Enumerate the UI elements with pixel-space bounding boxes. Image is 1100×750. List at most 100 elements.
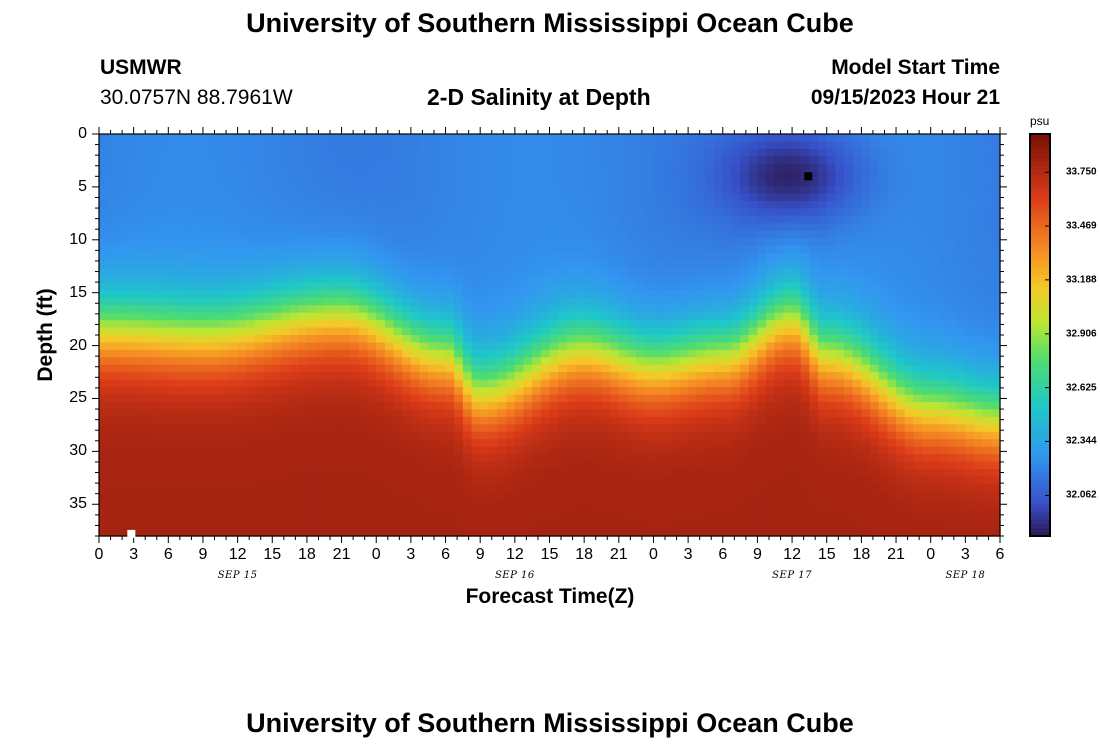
heatmap-cell bbox=[428, 439, 438, 448]
heatmap-cell bbox=[228, 171, 239, 180]
heatmap-cell bbox=[289, 282, 299, 291]
heatmap-cell bbox=[402, 238, 412, 247]
heatmap-cell bbox=[428, 327, 438, 336]
heatmap-cell bbox=[818, 372, 828, 381]
heatmap-cell bbox=[636, 446, 646, 455]
heatmap-cell bbox=[488, 163, 499, 172]
heatmap-cell bbox=[445, 424, 455, 433]
heatmap-cell bbox=[809, 521, 819, 530]
heatmap-cell bbox=[852, 491, 862, 500]
heatmap-cell bbox=[159, 320, 169, 329]
heatmap-cell bbox=[272, 275, 282, 284]
heatmap-cell bbox=[419, 230, 429, 239]
heatmap-cell bbox=[722, 469, 733, 478]
heatmap-cell bbox=[298, 275, 308, 284]
heatmap-cell bbox=[844, 439, 854, 448]
heatmap-cell bbox=[540, 387, 551, 396]
heatmap-cell bbox=[116, 260, 126, 269]
heatmap-cell bbox=[358, 186, 369, 195]
heatmap-cell bbox=[549, 506, 559, 515]
heatmap-cell bbox=[341, 357, 351, 366]
heatmap-cell bbox=[818, 469, 828, 478]
heatmap-cell bbox=[350, 327, 360, 336]
heatmap-cell bbox=[480, 409, 490, 418]
heatmap-cell bbox=[523, 528, 533, 537]
heatmap-cell bbox=[436, 253, 447, 262]
heatmap-cell bbox=[636, 506, 646, 515]
heatmap-cell bbox=[332, 461, 343, 470]
heatmap-cell bbox=[670, 402, 681, 411]
heatmap-cell bbox=[367, 416, 377, 425]
heatmap-cell bbox=[410, 275, 421, 284]
heatmap-cell bbox=[705, 521, 715, 530]
heatmap-cell bbox=[202, 498, 213, 507]
heatmap-cell bbox=[159, 201, 169, 210]
heatmap-cell bbox=[731, 364, 741, 373]
heatmap-cell bbox=[627, 498, 637, 507]
heatmap-cell bbox=[480, 364, 490, 373]
heatmap-cell bbox=[722, 208, 733, 217]
heatmap-cell bbox=[367, 498, 377, 507]
heatmap-cell bbox=[592, 387, 603, 396]
heatmap-cell bbox=[436, 223, 447, 232]
heatmap-cell bbox=[445, 186, 455, 195]
heatmap-cell bbox=[584, 476, 594, 485]
heatmap-cell bbox=[740, 193, 750, 202]
heatmap-cell bbox=[584, 439, 594, 448]
heatmap-cell bbox=[835, 178, 845, 187]
heatmap-cell bbox=[497, 498, 507, 507]
heatmap-cell bbox=[757, 521, 767, 530]
heatmap-cell bbox=[861, 469, 871, 478]
heatmap-cell bbox=[714, 416, 724, 425]
heatmap-cell bbox=[618, 394, 629, 403]
heatmap-cell bbox=[878, 275, 888, 284]
heatmap-cell bbox=[714, 424, 724, 433]
heatmap-cell bbox=[350, 521, 360, 530]
heatmap-cell bbox=[393, 431, 403, 440]
heatmap-cell bbox=[428, 320, 438, 329]
heatmap-cell bbox=[358, 342, 369, 351]
heatmap-cell bbox=[575, 163, 585, 172]
heatmap-cell bbox=[870, 364, 880, 373]
heatmap-cell bbox=[488, 327, 499, 336]
heatmap-cell bbox=[766, 364, 776, 373]
heatmap-cell bbox=[592, 357, 603, 366]
heatmap-cell bbox=[211, 156, 221, 165]
heatmap-cell bbox=[306, 141, 317, 150]
heatmap-cell bbox=[566, 223, 577, 232]
heatmap-cell bbox=[480, 476, 490, 485]
heatmap-cell bbox=[298, 141, 308, 150]
heatmap-cell bbox=[384, 506, 395, 515]
heatmap-cell bbox=[462, 483, 473, 492]
heatmap-cell bbox=[887, 327, 897, 336]
heatmap-cell bbox=[696, 394, 707, 403]
heatmap-cell bbox=[488, 305, 499, 314]
heatmap-cell bbox=[324, 469, 334, 478]
heatmap-cell bbox=[627, 327, 637, 336]
heatmap-cell bbox=[670, 134, 681, 143]
heatmap-cell bbox=[402, 253, 412, 262]
heatmap-cell bbox=[306, 260, 317, 269]
heatmap-cell bbox=[870, 223, 880, 232]
heatmap-cell bbox=[168, 506, 178, 515]
heatmap-cell bbox=[107, 454, 117, 463]
heatmap-cell bbox=[497, 327, 507, 336]
heatmap-cell bbox=[592, 171, 603, 180]
heatmap-cell bbox=[384, 253, 395, 262]
heatmap-cell bbox=[358, 230, 369, 239]
heatmap-cell bbox=[558, 297, 568, 306]
heatmap-cell bbox=[99, 320, 109, 329]
heatmap-cell bbox=[237, 141, 247, 150]
heatmap-cell bbox=[740, 439, 750, 448]
heatmap-cell bbox=[384, 230, 395, 239]
heatmap-cell bbox=[419, 387, 429, 396]
heatmap-cell bbox=[731, 230, 741, 239]
heatmap-cell bbox=[211, 208, 221, 217]
heatmap-cell bbox=[428, 409, 438, 418]
heatmap-cell bbox=[376, 186, 386, 195]
heatmap-cell bbox=[826, 230, 836, 239]
heatmap-cell bbox=[202, 186, 213, 195]
heatmap-cell bbox=[246, 372, 256, 381]
heatmap-cell bbox=[748, 402, 759, 411]
heatmap-cell bbox=[774, 238, 785, 247]
